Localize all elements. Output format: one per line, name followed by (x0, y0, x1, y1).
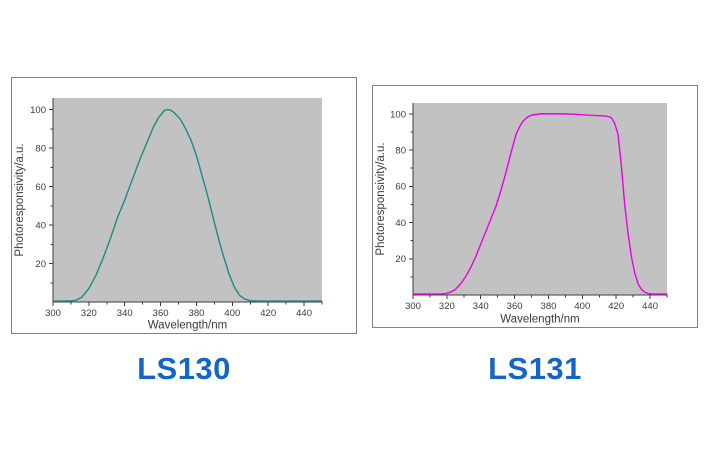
x-tick-label: 380 (189, 308, 205, 319)
x-tick-label: 420 (608, 301, 624, 312)
x-tick-label: 340 (473, 301, 489, 312)
x-tick-label: 300 (405, 301, 421, 312)
ls131-caption: LS131 (488, 351, 582, 386)
x-tick-label: 320 (439, 301, 455, 312)
ls131-chart-panel: 300 320 340 360 380 400 420 440 20 40 60 80 100 Wavel… (372, 85, 698, 328)
x-axis-label: Wavelength/nm (148, 320, 227, 332)
y-tick-label: 100 (390, 109, 406, 120)
plot-area (53, 98, 322, 302)
x-tick-label: 300 (45, 308, 61, 319)
y-axis-label: Photoresponsivity/a.u. (14, 143, 26, 256)
y-tick-label: 80 (35, 143, 46, 154)
y-tick-label: 20 (395, 254, 406, 265)
x-tick-label: 360 (153, 308, 169, 319)
x-axis-label: Wavelength/nm (500, 314, 579, 326)
x-tick-label: 400 (224, 308, 240, 319)
x-tick-label: 340 (117, 308, 133, 319)
x-tick-label: 440 (296, 308, 312, 319)
y-tick-label: 60 (395, 182, 406, 193)
y-tick-label: 40 (395, 218, 406, 229)
y-tick-label: 20 (35, 259, 46, 270)
y-tick-label: 60 (35, 182, 46, 193)
ls130-caption: LS130 (137, 351, 231, 386)
ls130-chart: 300 320 340 360 380 400 420 440 20 40 60 80 100 Wavel… (14, 98, 323, 332)
x-tick-label: 420 (260, 308, 276, 319)
y-tick-label: 100 (30, 105, 46, 116)
response-curve (412, 113, 668, 295)
x-tick-label: 320 (81, 308, 97, 319)
ls130-chart-panel: 300 320 340 360 380 400 420 440 20 40 60 80 100 Wavel… (11, 77, 357, 334)
response-curve (52, 108, 323, 302)
x-tick-label: 440 (642, 301, 658, 312)
ls131-chart: 300 320 340 360 380 400 420 440 20 40 60 80 100 Wavel… (375, 103, 668, 326)
y-tick-label: 80 (395, 145, 406, 156)
x-tick-label: 360 (507, 301, 523, 312)
y-axis-label: Photoresponsivity/a.u. (375, 142, 387, 255)
plot-area (413, 103, 667, 295)
y-tick-label: 40 (35, 220, 46, 231)
x-tick-label: 380 (541, 301, 557, 312)
x-tick-label: 400 (574, 301, 590, 312)
